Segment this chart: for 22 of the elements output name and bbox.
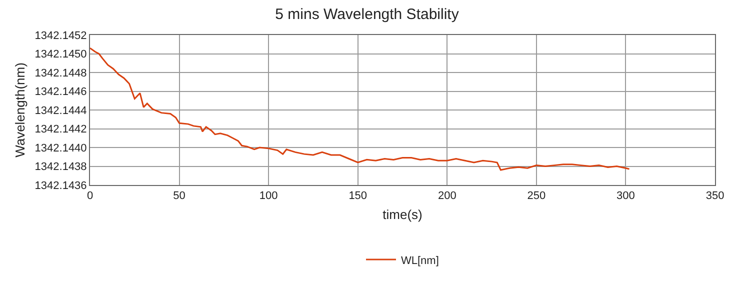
y-tick-label: 1342.1452 [34, 30, 87, 42]
y-tick-label: 1342.1446 [34, 86, 87, 98]
line-series [90, 47, 630, 171]
legend-label: WL[nm] [401, 254, 439, 267]
y-axis-title: Wavelength(nm) [12, 62, 28, 158]
x-tick-label: 100 [259, 190, 278, 202]
x-tick-label: 300 [616, 190, 635, 202]
x-tick-label: 200 [438, 190, 456, 202]
y-tick-label: 1342.1440 [34, 142, 87, 154]
x-tick-label: 50 [173, 190, 186, 202]
x-tick-label: 350 [706, 190, 724, 202]
y-tick-label: 1342.1448 [34, 67, 87, 80]
x-axis-title: time(s) [382, 206, 422, 222]
y-tick-label: 1342.1444 [34, 104, 87, 117]
x-tick-label: 250 [527, 190, 546, 202]
chart-title: 5 mins Wavelength Stability [275, 6, 460, 24]
y-tick-label: 1342.1436 [34, 180, 87, 192]
y-tick-label: 1342.1442 [34, 124, 87, 136]
x-tick-label: 150 [348, 190, 368, 202]
x-tick-label: 0 [86, 190, 94, 202]
y-tick-label: 1342.1438 [34, 161, 87, 174]
y-tick-label: 1342.1450 [34, 48, 87, 61]
